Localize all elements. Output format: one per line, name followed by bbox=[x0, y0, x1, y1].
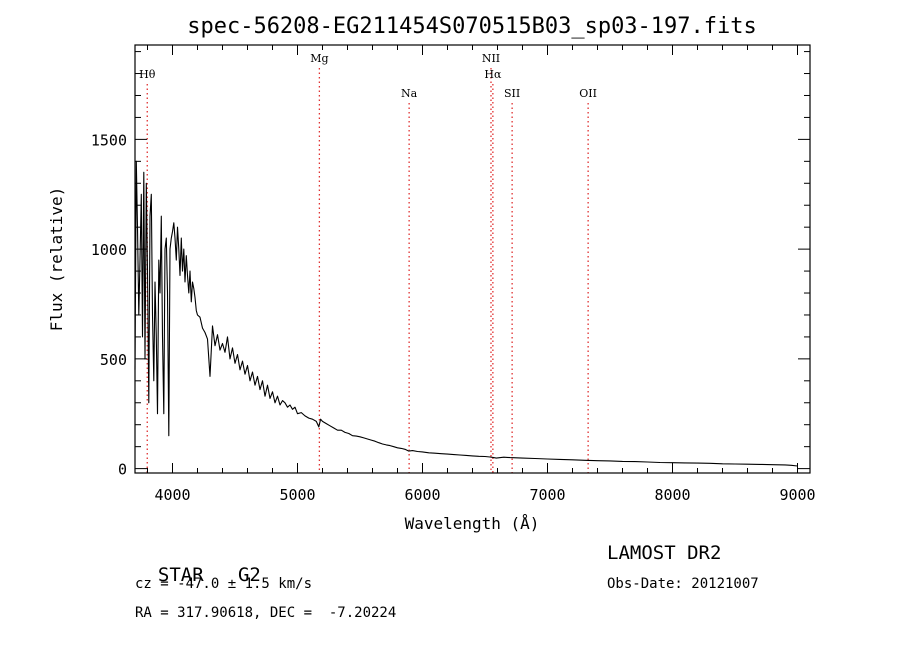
survey-label: LAMOST DR2 bbox=[607, 542, 722, 564]
y-tick-label: 0 bbox=[118, 461, 127, 479]
spectral-line-label: SII bbox=[504, 87, 520, 100]
x-axis-label: Wavelength (Å) bbox=[405, 514, 540, 533]
coordinates: RA = 317.90618, DEC = -7.20224 bbox=[135, 605, 397, 621]
spectral-line-label: Hθ bbox=[139, 68, 156, 81]
object-subclass: G2 bbox=[237, 564, 261, 586]
spectral-line-label: OII bbox=[579, 87, 597, 100]
observation-date: Obs-Date: 20121007 bbox=[607, 576, 759, 592]
object-class: STAR bbox=[157, 564, 204, 586]
spectral-line-label: Mg bbox=[310, 52, 328, 65]
x-tick-label: 8000 bbox=[654, 486, 690, 504]
object-class-label: STAR G2 bbox=[135, 542, 261, 586]
x-tick-label: 5000 bbox=[279, 486, 315, 504]
spectrum-line bbox=[134, 160, 798, 467]
x-tick-label: 6000 bbox=[404, 486, 440, 504]
y-axis-label: Flux (relative) bbox=[47, 187, 66, 332]
chart-title: spec-56208-EG211454S070515B03_sp03-197.f… bbox=[187, 14, 757, 39]
spectral-line-label: NII bbox=[482, 52, 500, 65]
y-tick-label: 1000 bbox=[91, 241, 127, 259]
y-tick-label: 1500 bbox=[91, 131, 127, 149]
spectral-line-label: Hα bbox=[484, 68, 502, 81]
redshift-velocity: cz = -47.0 ± 1.5 km/s bbox=[135, 576, 313, 592]
x-tick-label: 7000 bbox=[529, 486, 565, 504]
x-tick-label: 9000 bbox=[779, 486, 815, 504]
spectrum-series bbox=[134, 160, 798, 467]
y-tick-label: 500 bbox=[100, 351, 127, 369]
x-tick-label: 4000 bbox=[154, 486, 190, 504]
plot-frame bbox=[134, 44, 811, 474]
spectral-line-label: Na bbox=[401, 87, 418, 100]
axis-ticks: 4000 5000 6000 7000 8000 9000 0 500 1000 1500 bbox=[91, 45, 816, 504]
